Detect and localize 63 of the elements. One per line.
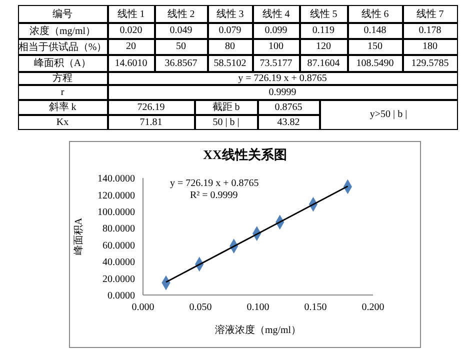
text: 726.19 <box>108 100 194 114</box>
text: 129.5785 <box>402 54 458 72</box>
y-tick-label: 40.0000 <box>102 257 135 268</box>
y-tick-label: 60.0000 <box>102 240 135 252</box>
text: 线性 4 <box>252 4 300 22</box>
text: 方程 <box>18 72 108 84</box>
text: 截距 b <box>194 100 258 114</box>
annotation: R² = 0.9999 <box>190 190 238 201</box>
y-tick-label: 140.0000 <box>98 174 135 185</box>
text: 线性 5 <box>300 4 348 22</box>
y-axis-title: 峰面积A <box>72 217 85 256</box>
text: 0.178 <box>402 22 458 38</box>
text: 100 <box>252 38 300 54</box>
text: 43.82 <box>258 114 320 130</box>
y-tick-label: 0.0000 <box>108 290 135 302</box>
text: 120 <box>300 38 348 54</box>
text: 150 <box>348 38 402 54</box>
text: 73.5177 <box>252 54 300 72</box>
x-tick-label: 0.200 <box>362 302 384 314</box>
x-axis-title: 溶液浓度（mg/ml） <box>214 324 302 336</box>
chart-title: XX线性关系图 <box>202 146 288 164</box>
x-tick-label: 0.100 <box>246 302 270 314</box>
text: 0.119 <box>300 22 348 38</box>
text: 斜率 k <box>18 100 108 114</box>
text: 0.079 <box>208 22 252 38</box>
text: 0.020 <box>108 22 154 38</box>
text: 87.1604 <box>300 54 348 72</box>
y-tick-label: 20.0000 <box>102 274 135 285</box>
y-tick-label: 120.0000 <box>98 190 135 202</box>
text: 14.6010 <box>108 54 154 72</box>
text: 36.8567 <box>154 54 208 72</box>
text: 线性 7 <box>402 4 458 22</box>
text: Kx <box>18 114 108 130</box>
text: 0.8765 <box>258 100 320 114</box>
text: 线性 1 <box>108 4 154 22</box>
text: 0.148 <box>348 22 402 38</box>
text: 峰面积（A） <box>18 54 108 72</box>
text: 180 <box>402 38 458 54</box>
text: 108.5490 <box>348 54 402 72</box>
text: 50 <box>154 38 208 54</box>
text: 0.9999 <box>108 84 458 100</box>
text: 58.5102 <box>208 54 252 72</box>
text: 相当于供试品（%） <box>18 38 108 54</box>
text: y>50 | b | <box>320 100 458 130</box>
text: 线性 2 <box>154 4 208 22</box>
x-tick-label: 0.000 <box>132 302 154 314</box>
y-tick-label: 100.0000 <box>98 206 135 218</box>
text: 线性 6 <box>348 4 402 22</box>
text: 20 <box>108 38 154 54</box>
text: 0.099 <box>252 22 300 38</box>
text: 线性 3 <box>208 4 252 22</box>
x-tick-label: 0.050 <box>189 302 212 314</box>
text: r <box>18 84 108 100</box>
text: 浓度（mg/ml） <box>18 22 108 38</box>
text: y = 726.19 x + 0.8765 <box>108 72 458 84</box>
annotation: y = 726.19 x + 0.8765 <box>170 178 259 189</box>
text: 71.81 <box>108 114 194 130</box>
y-tick-label: 80.0000 <box>102 224 135 235</box>
text: 编号 <box>18 4 108 22</box>
text: 80 <box>208 38 252 54</box>
x-tick-label: 0.150 <box>304 302 327 314</box>
text: 0.049 <box>154 22 208 38</box>
text: 50 | b | <box>194 114 258 130</box>
